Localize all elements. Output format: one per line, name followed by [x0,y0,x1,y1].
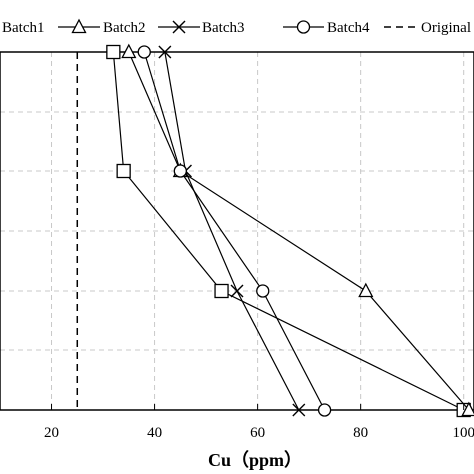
marker-x [230,284,244,298]
marker-x [292,403,306,417]
series-batch1 [106,44,471,418]
marker-circle [296,20,311,34]
x-tick-label: 40 [147,425,162,441]
marker-circle [256,284,270,298]
series-line-batch2 [128,51,470,411]
marker-circle [173,164,187,178]
marker-x-stroke [172,20,186,34]
x-axis-label: Cu（ppm） [208,450,302,470]
series-group [106,43,474,418]
x-tick-label: 100 [452,425,474,441]
marker-triangle [461,401,474,417]
legend-item-batch3: Batch3 [158,20,245,36]
marker-triangle [121,43,137,59]
marker-square [214,283,229,299]
marker-x-stroke [292,403,306,417]
x-tick-label: 80 [353,425,368,441]
legend-item-batch1: Batch1 [2,20,45,36]
legend-label: Original [421,20,471,36]
x-tick-label: 20 [44,425,59,441]
marker-triangle [71,18,87,34]
legend-label: Batch2 [103,20,146,36]
legend: Batch1 Batch2 Batch3 Batch4 Original [2,18,471,36]
marker-x-stroke [158,45,172,59]
marker-square [116,163,131,179]
marker-x [172,20,186,34]
legend-item-batch2: Batch2 [58,18,146,36]
legend-label: Batch1 [2,20,45,36]
marker-circle [137,45,151,59]
marker-triangle [358,282,374,298]
marker-square [106,44,121,60]
legend-item-original: Original [384,20,471,36]
series-line-batch1 [112,51,464,411]
marker-x [158,45,172,59]
marker-x-stroke [230,284,244,298]
series-line-batch3 [164,51,300,411]
legend-label: Batch4 [327,20,370,36]
series-batch4 [137,45,332,417]
plot-frame [0,51,474,411]
marker-circle [317,403,332,417]
legend-label: Batch3 [202,20,245,36]
legend-item-batch4: Batch4 [283,20,370,36]
series-line-batch4 [143,51,326,411]
grid [0,52,474,410]
x-axis-ticks: 20 40 60 80 100 [44,404,474,441]
x-tick-label: 60 [250,425,265,441]
